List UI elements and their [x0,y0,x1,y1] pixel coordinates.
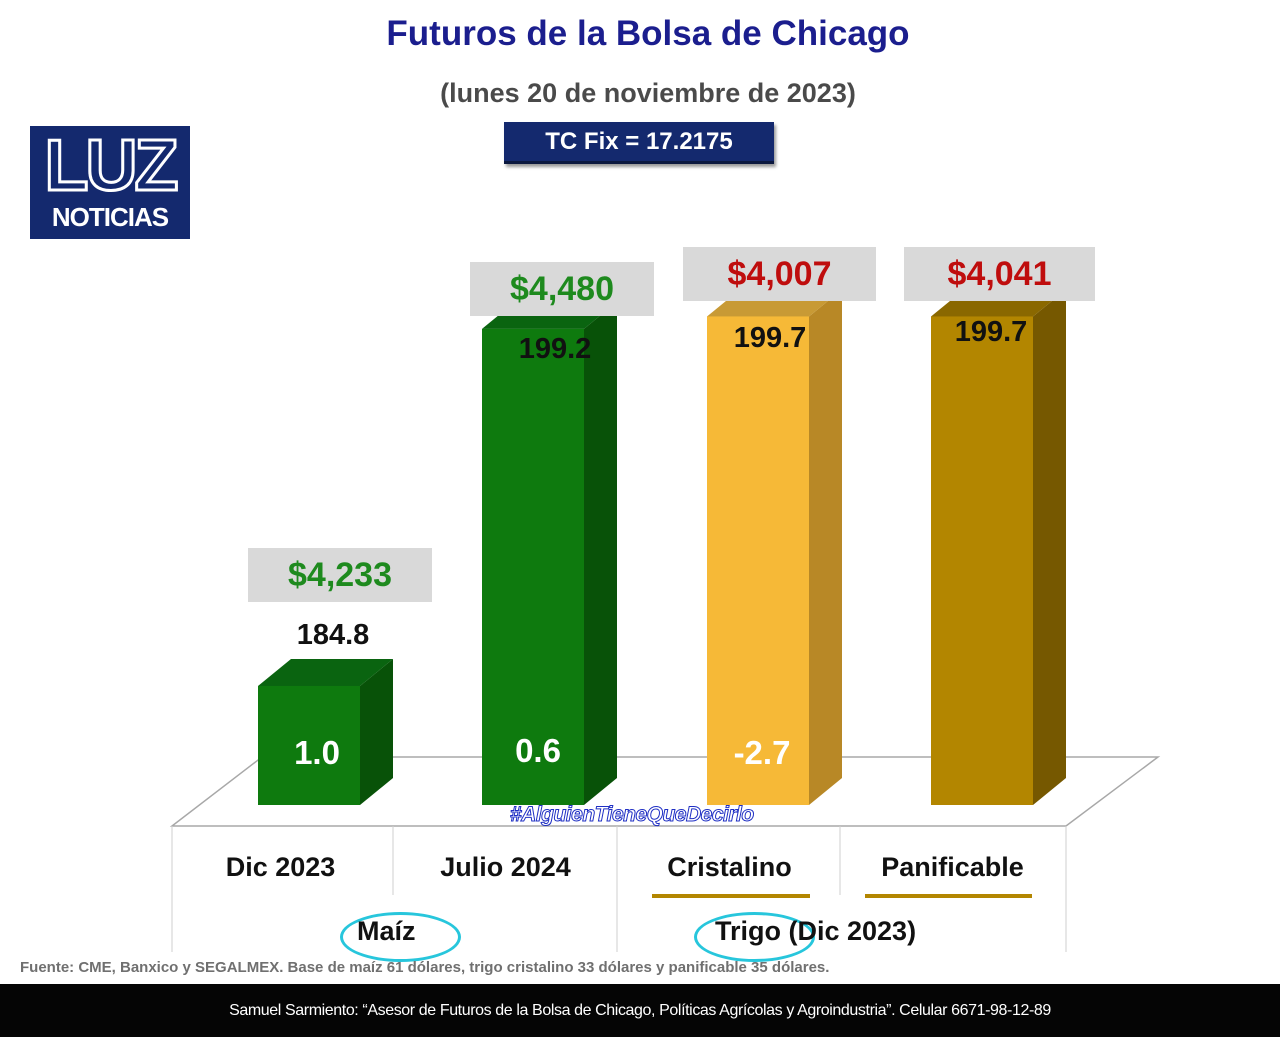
chart-floor [169,756,1161,952]
bar-julio-2024 [482,301,617,805]
bar-side-julio-2024 [584,301,617,805]
tc-fix-badge: TC Fix = 17.2175 [504,122,774,164]
bar-side-cristalino [809,289,842,805]
bar-top-dic-2023 [258,658,393,686]
hashtag-watermark: #AlguienTieneQueDecirlo [510,803,755,827]
value-label-cristalino: 199.7 [733,322,807,354]
price-label-cristalino: $4,007 [683,247,876,301]
change-label-dic-2023: 1.0 [294,734,340,771]
logo-word: LUZ [43,126,180,206]
footer-credit: Samuel Sarmiento: “Asesor de Futuros de … [0,984,1280,1037]
value-label-julio-2024: 199.2 [518,333,592,365]
bar-cristalino [707,289,842,805]
value-label-dic-2023: 184.8 [296,619,370,651]
chart-date: (lunes 20 de noviembre de 2023) [440,78,856,108]
value-label-panificable: 199.7 [954,316,1028,348]
bar-front-panificable [931,316,1033,805]
category-label-panificable: Panificable [881,852,1024,882]
chart-floor-plane [169,756,1161,827]
bar-panificable [931,289,1066,805]
price-label-julio-2024: $4,480 [470,262,654,316]
bar-front-julio-2024 [482,328,584,805]
panificable-underline [865,894,1032,898]
logo-sub: NOTICIAS [51,202,169,232]
change-label-cristalino: -2.7 [733,734,791,771]
category-label-cristalino: Cristalino [667,852,792,882]
trigo-highlight-oval [694,912,815,962]
chart-title: Futuros de la Bolsa de Chicago [386,14,910,53]
category-label-julio-2024: Julio 2024 [440,852,571,882]
group-label-trigo: Trigo (Dic 2023) [715,916,917,946]
price-label-dic-2023: $4,233 [248,548,432,602]
bar-side-dic-2023 [360,658,393,805]
bar-dic-2023 [258,658,393,805]
price-label-panificable: $4,041 [904,247,1095,301]
cristalino-underline [652,894,810,898]
bar-side-panificable [1033,289,1066,805]
bar-front-cristalino [707,316,809,805]
bar-front-dic-2023 [258,685,360,805]
source-note: Fuente: CME, Banxico y SEGALMEX. Base de… [20,959,830,976]
category-label-dic-2023: Dic 2023 [225,852,336,882]
maiz-highlight-oval [340,912,461,962]
change-label-julio-2024: 0.6 [515,732,561,769]
luz-noticias-logo: LUZ NOTICIAS [30,126,190,239]
group-label-maiz: Maíz [357,916,416,946]
